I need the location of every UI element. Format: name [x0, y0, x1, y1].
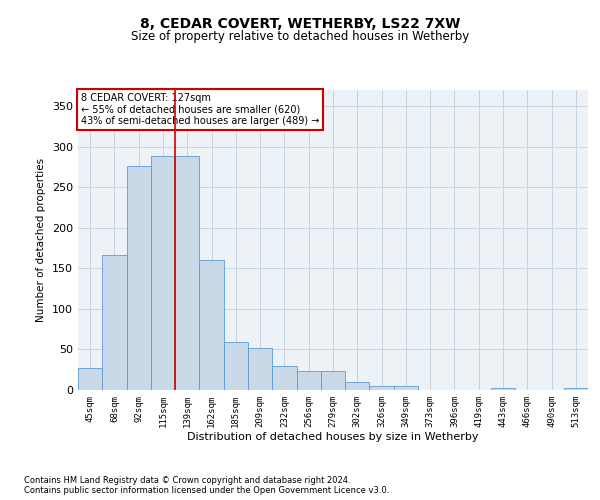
Bar	[127, 166, 151, 390]
Text: 8, CEDAR COVERT, WETHERBY, LS22 7XW: 8, CEDAR COVERT, WETHERBY, LS22 7XW	[140, 18, 460, 32]
Bar	[296, 370, 321, 390]
Bar	[175, 156, 199, 390]
Bar	[78, 368, 102, 390]
Text: Size of property relative to detached houses in Wetherby: Size of property relative to detached ho…	[131, 30, 469, 43]
Bar	[199, 260, 224, 390]
Bar	[370, 386, 394, 390]
Text: 8 CEDAR COVERT: 127sqm
← 55% of detached houses are smaller (620)
43% of semi-de: 8 CEDAR COVERT: 127sqm ← 55% of detached…	[80, 93, 319, 126]
Text: Contains HM Land Registry data © Crown copyright and database right 2024.: Contains HM Land Registry data © Crown c…	[24, 476, 350, 485]
Bar	[321, 370, 345, 390]
Bar	[564, 388, 588, 390]
Bar	[151, 156, 175, 390]
Bar	[102, 256, 127, 390]
Text: Distribution of detached houses by size in Wetherby: Distribution of detached houses by size …	[187, 432, 479, 442]
Bar	[491, 388, 515, 390]
Bar	[224, 342, 248, 390]
Bar	[248, 348, 272, 390]
Text: Contains public sector information licensed under the Open Government Licence v3: Contains public sector information licen…	[24, 486, 389, 495]
Bar	[345, 382, 370, 390]
Bar	[394, 386, 418, 390]
Y-axis label: Number of detached properties: Number of detached properties	[37, 158, 46, 322]
Bar	[272, 366, 296, 390]
